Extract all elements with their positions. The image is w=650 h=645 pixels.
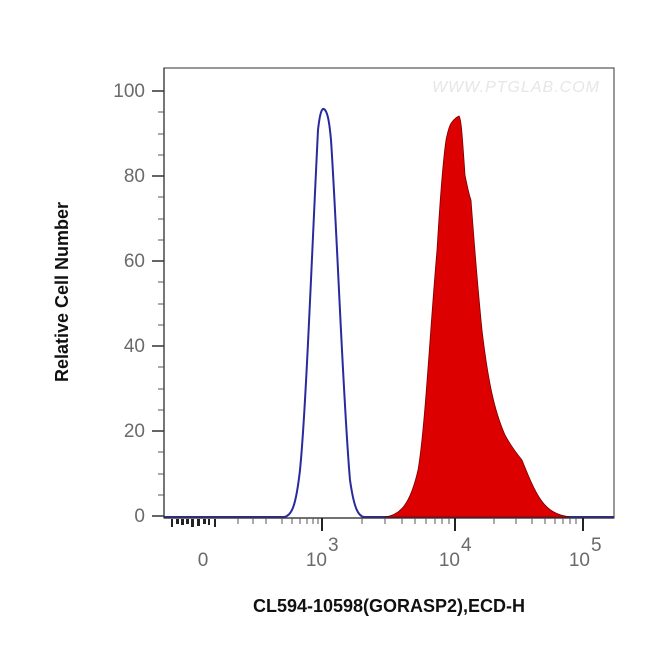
svg-text:10: 10: [439, 550, 460, 571]
x-axis-title: CL594-10598(GORASP2),ECD-H: [253, 596, 525, 616]
svg-text:10: 10: [306, 550, 327, 571]
svg-text:10: 10: [569, 550, 590, 571]
y-axis-minor-ticks: [158, 111, 164, 496]
svg-text:40: 40: [124, 336, 145, 357]
y-axis-ticks: [152, 90, 164, 517]
x-axis-linear-region-ticks: [171, 519, 216, 527]
watermark: WWW.PTGLAB.COM: [432, 79, 600, 96]
svg-text:20: 20: [124, 421, 145, 442]
svg-text:0: 0: [134, 506, 145, 527]
x-axis-major-ticks: [321, 518, 584, 531]
y-axis-tick-labels: 0 20 40 60 80 100: [113, 81, 145, 527]
svg-text:0: 0: [198, 550, 209, 571]
x-axis-minor-ticks: [237, 518, 577, 524]
control-histogram: [164, 107, 614, 518]
x-axis-tick-labels: 0 10 3 10 4 10 5: [198, 535, 602, 571]
svg-text:100: 100: [113, 81, 145, 102]
svg-text:5: 5: [591, 535, 602, 556]
plot-area: [163, 67, 615, 519]
y-axis-title: Relative Cell Number: [52, 202, 72, 382]
svg-text:60: 60: [124, 251, 145, 272]
svg-text:4: 4: [461, 535, 472, 556]
svg-text:80: 80: [124, 166, 145, 187]
stained-histogram: [384, 115, 571, 518]
svg-text:3: 3: [328, 535, 339, 556]
